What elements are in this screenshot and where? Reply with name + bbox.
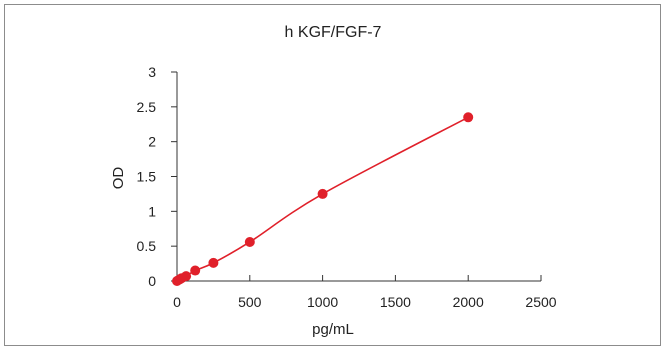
x-tick-label: 500 xyxy=(238,294,262,310)
data-point xyxy=(463,112,474,123)
chart-title: h KGF/FGF-7 xyxy=(285,24,382,41)
data-point xyxy=(190,265,201,276)
x-tick-label: 1000 xyxy=(307,294,338,310)
y-axis-ticks: 0 0.5 1 1.5 2 2.5 3 xyxy=(137,64,177,289)
axes xyxy=(176,72,541,282)
y-tick-label: 1 xyxy=(148,203,156,219)
y-tick-label: 0 xyxy=(148,273,156,289)
y-tick-label: 0.5 xyxy=(137,238,157,254)
chart-frame xyxy=(4,4,661,346)
x-tick-label: 1500 xyxy=(380,294,411,310)
y-tick-label: 1.5 xyxy=(137,169,157,185)
x-tick-label: 2500 xyxy=(525,294,556,310)
x-tick-label: 0 xyxy=(173,294,181,310)
x-axis-label: pg/mL xyxy=(312,321,354,338)
data-point xyxy=(244,236,255,247)
x-tick-label: 2000 xyxy=(453,294,484,310)
y-tick-label: 3 xyxy=(148,64,156,80)
data-point xyxy=(317,188,328,199)
y-tick-label: 2 xyxy=(148,134,156,150)
x-axis-ticks: 0 500 1000 1500 2000 2500 xyxy=(173,275,557,310)
y-axis-label: OD xyxy=(110,167,127,190)
data-point xyxy=(181,271,192,282)
y-tick-label: 2.5 xyxy=(137,99,157,115)
trend-line xyxy=(176,116,469,282)
data-point xyxy=(208,257,219,268)
data-points xyxy=(172,112,474,286)
